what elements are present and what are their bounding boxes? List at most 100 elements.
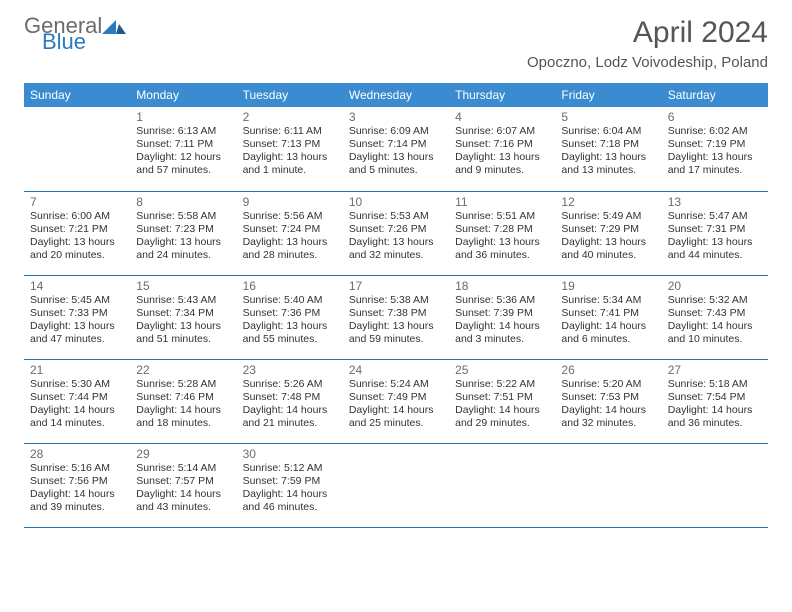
daylight-text: and 9 minutes. <box>455 164 549 177</box>
daylight-text: and 51 minutes. <box>136 333 230 346</box>
calendar-day-cell: 6Sunrise: 6:02 AMSunset: 7:19 PMDaylight… <box>662 107 768 191</box>
calendar-day-cell: 11Sunrise: 5:51 AMSunset: 7:28 PMDayligh… <box>449 191 555 275</box>
calendar-day-cell: 30Sunrise: 5:12 AMSunset: 7:59 PMDayligh… <box>237 443 343 527</box>
calendar-day-cell: 10Sunrise: 5:53 AMSunset: 7:26 PMDayligh… <box>343 191 449 275</box>
calendar-week-row: 7Sunrise: 6:00 AMSunset: 7:21 PMDaylight… <box>24 191 768 275</box>
calendar-week-row: 21Sunrise: 5:30 AMSunset: 7:44 PMDayligh… <box>24 359 768 443</box>
daylight-text: Daylight: 13 hours <box>136 236 230 249</box>
sunrise-text: Sunrise: 6:07 AM <box>455 125 549 138</box>
daylight-text: Daylight: 14 hours <box>243 488 337 501</box>
daylight-text: Daylight: 13 hours <box>349 151 443 164</box>
calendar-empty-cell <box>555 443 661 527</box>
daylight-text: Daylight: 12 hours <box>136 151 230 164</box>
daylight-text: and 44 minutes. <box>668 249 762 262</box>
daylight-text: and 6 minutes. <box>561 333 655 346</box>
daylight-text: and 39 minutes. <box>30 501 124 514</box>
calendar-day-cell: 14Sunrise: 5:45 AMSunset: 7:33 PMDayligh… <box>24 275 130 359</box>
day-number: 18 <box>455 279 549 293</box>
calendar-empty-cell <box>449 443 555 527</box>
day-header: Monday <box>130 83 236 107</box>
daylight-text: Daylight: 14 hours <box>30 488 124 501</box>
calendar-day-cell: 23Sunrise: 5:26 AMSunset: 7:48 PMDayligh… <box>237 359 343 443</box>
day-number: 8 <box>136 195 230 209</box>
sunset-text: Sunset: 7:19 PM <box>668 138 762 151</box>
day-number: 23 <box>243 363 337 377</box>
sunset-text: Sunset: 7:48 PM <box>243 391 337 404</box>
sunrise-text: Sunrise: 6:04 AM <box>561 125 655 138</box>
daylight-text: Daylight: 14 hours <box>136 404 230 417</box>
daylight-text: Daylight: 14 hours <box>30 404 124 417</box>
daylight-text: and 24 minutes. <box>136 249 230 262</box>
sunset-text: Sunset: 7:21 PM <box>30 223 124 236</box>
sunset-text: Sunset: 7:39 PM <box>455 307 549 320</box>
daylight-text: and 59 minutes. <box>349 333 443 346</box>
daylight-text: and 17 minutes. <box>668 164 762 177</box>
day-number: 28 <box>30 447 124 461</box>
sunrise-text: Sunrise: 5:36 AM <box>455 294 549 307</box>
calendar-day-cell: 9Sunrise: 5:56 AMSunset: 7:24 PMDaylight… <box>237 191 343 275</box>
daylight-text: and 46 minutes. <box>243 501 337 514</box>
sunset-text: Sunset: 7:31 PM <box>668 223 762 236</box>
daylight-text: Daylight: 13 hours <box>668 236 762 249</box>
sunset-text: Sunset: 7:41 PM <box>561 307 655 320</box>
calendar-day-cell: 3Sunrise: 6:09 AMSunset: 7:14 PMDaylight… <box>343 107 449 191</box>
sunset-text: Sunset: 7:18 PM <box>561 138 655 151</box>
daylight-text: Daylight: 13 hours <box>243 151 337 164</box>
daylight-text: Daylight: 14 hours <box>349 404 443 417</box>
day-header-row: SundayMondayTuesdayWednesdayThursdayFrid… <box>24 83 768 107</box>
calendar-day-cell: 18Sunrise: 5:36 AMSunset: 7:39 PMDayligh… <box>449 275 555 359</box>
daylight-text: Daylight: 14 hours <box>136 488 230 501</box>
sunset-text: Sunset: 7:24 PM <box>243 223 337 236</box>
daylight-text: and 28 minutes. <box>243 249 337 262</box>
sunrise-text: Sunrise: 5:53 AM <box>349 210 443 223</box>
sunset-text: Sunset: 7:28 PM <box>455 223 549 236</box>
calendar-day-cell: 2Sunrise: 6:11 AMSunset: 7:13 PMDaylight… <box>237 107 343 191</box>
day-number: 14 <box>30 279 124 293</box>
daylight-text: and 40 minutes. <box>561 249 655 262</box>
day-number: 5 <box>561 110 655 124</box>
daylight-text: and 57 minutes. <box>136 164 230 177</box>
daylight-text: and 20 minutes. <box>30 249 124 262</box>
daylight-text: and 36 minutes. <box>668 417 762 430</box>
sunset-text: Sunset: 7:14 PM <box>349 138 443 151</box>
calendar-day-cell: 1Sunrise: 6:13 AMSunset: 7:11 PMDaylight… <box>130 107 236 191</box>
day-number: 10 <box>349 195 443 209</box>
sunrise-text: Sunrise: 5:18 AM <box>668 378 762 391</box>
calendar-day-cell: 12Sunrise: 5:49 AMSunset: 7:29 PMDayligh… <box>555 191 661 275</box>
day-number: 4 <box>455 110 549 124</box>
sunrise-text: Sunrise: 5:26 AM <box>243 378 337 391</box>
sunset-text: Sunset: 7:33 PM <box>30 307 124 320</box>
sunrise-text: Sunrise: 5:30 AM <box>30 378 124 391</box>
day-number: 11 <box>455 195 549 209</box>
daylight-text: Daylight: 13 hours <box>561 236 655 249</box>
sunrise-text: Sunrise: 6:02 AM <box>668 125 762 138</box>
sunrise-text: Sunrise: 5:51 AM <box>455 210 549 223</box>
daylight-text: and 10 minutes. <box>668 333 762 346</box>
sunrise-text: Sunrise: 5:49 AM <box>561 210 655 223</box>
sunrise-text: Sunrise: 5:45 AM <box>30 294 124 307</box>
day-number: 26 <box>561 363 655 377</box>
day-number: 24 <box>349 363 443 377</box>
calendar-empty-cell <box>343 443 449 527</box>
daylight-text: Daylight: 13 hours <box>30 320 124 333</box>
day-number: 19 <box>561 279 655 293</box>
daylight-text: and 5 minutes. <box>349 164 443 177</box>
calendar-week-row: 28Sunrise: 5:16 AMSunset: 7:56 PMDayligh… <box>24 443 768 527</box>
daylight-text: Daylight: 13 hours <box>455 151 549 164</box>
daylight-text: Daylight: 13 hours <box>349 236 443 249</box>
daylight-text: Daylight: 14 hours <box>455 404 549 417</box>
calendar-day-cell: 7Sunrise: 6:00 AMSunset: 7:21 PMDaylight… <box>24 191 130 275</box>
sunset-text: Sunset: 7:49 PM <box>349 391 443 404</box>
calendar-day-cell: 25Sunrise: 5:22 AMSunset: 7:51 PMDayligh… <box>449 359 555 443</box>
daylight-text: Daylight: 13 hours <box>668 151 762 164</box>
sunset-text: Sunset: 7:11 PM <box>136 138 230 151</box>
daylight-text: Daylight: 14 hours <box>243 404 337 417</box>
calendar-day-cell: 15Sunrise: 5:43 AMSunset: 7:34 PMDayligh… <box>130 275 236 359</box>
calendar-day-cell: 8Sunrise: 5:58 AMSunset: 7:23 PMDaylight… <box>130 191 236 275</box>
daylight-text: Daylight: 13 hours <box>455 236 549 249</box>
daylight-text: Daylight: 13 hours <box>243 320 337 333</box>
sunset-text: Sunset: 7:57 PM <box>136 475 230 488</box>
day-header: Thursday <box>449 83 555 107</box>
day-header: Wednesday <box>343 83 449 107</box>
sunrise-text: Sunrise: 5:16 AM <box>30 462 124 475</box>
